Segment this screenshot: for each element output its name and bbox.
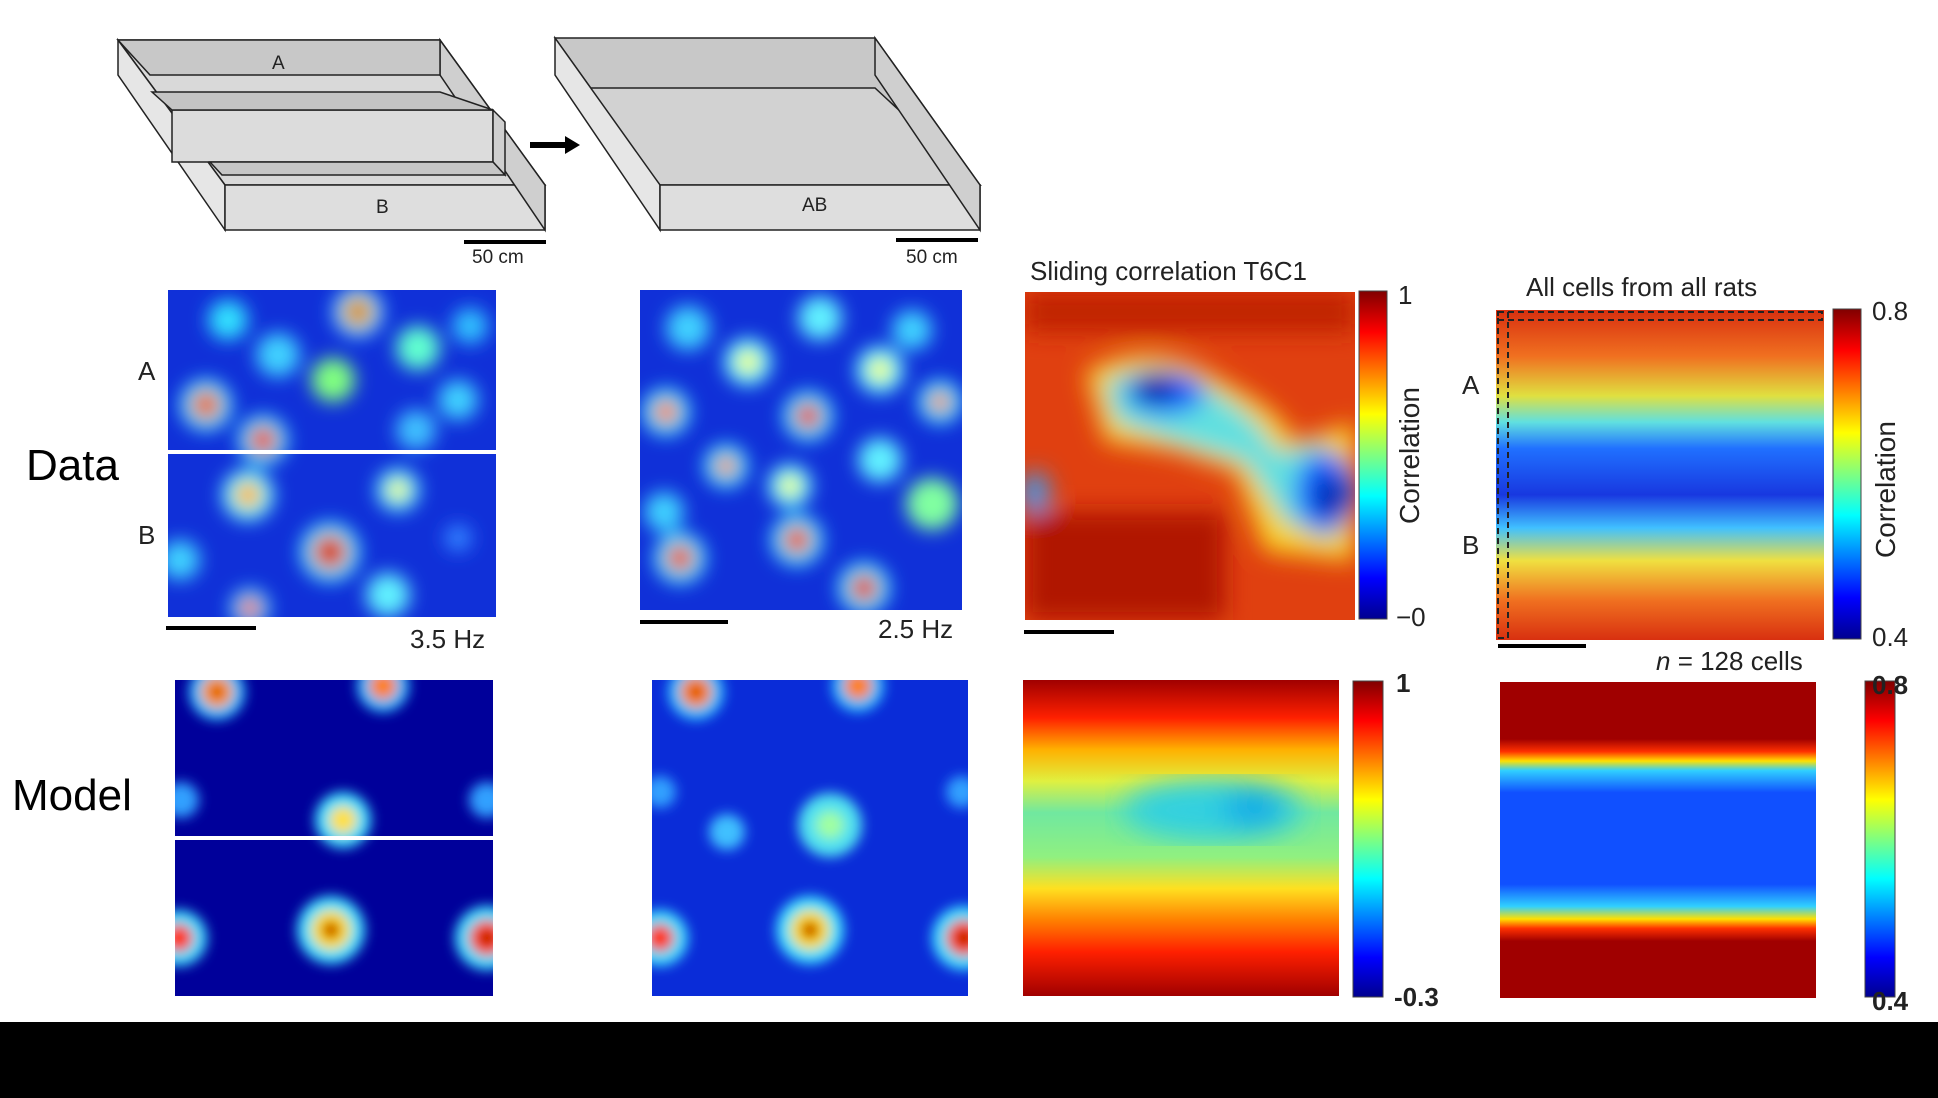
cbar-max: 0.8 [1872,670,1909,700]
colorbar [1832,308,1862,640]
colorbar [1358,290,1388,620]
scale-bar [640,620,728,624]
cbar-max: 1 [1398,280,1413,310]
cbar-max: 0.8 [1872,296,1909,326]
row-label-data: Data [26,441,119,490]
panel-title: All cells from all rats [1526,272,1758,302]
scale-bar [896,238,978,242]
colorbar [1352,680,1384,998]
scale-bar [1498,644,1586,648]
cbar-min: 0.4 [1872,986,1909,1016]
cbar-label: Correlation [1394,387,1425,524]
model-sliding-correlation-map [1023,680,1339,996]
cbar-min: −0 [1396,602,1426,632]
data-label-b: B [138,520,156,550]
box1-label-a: A [272,53,285,74]
rate-label: 3.5 Hz [410,624,486,654]
data-ratemap-split [168,290,496,617]
box1-scale-label: 50 cm [472,247,524,268]
box-ab [553,35,982,233]
model-ratemap-split [175,680,493,996]
divider-line [175,836,493,840]
model-ratemap-merged [652,680,968,996]
data-ratemap-merged [640,290,962,610]
colorbar [1864,680,1896,998]
scale-bar [1024,630,1114,634]
cbar-label: Correlation [1870,421,1901,558]
cbar-min: -0.3 [1394,982,1439,1012]
box2-scale-label: 50 cm [906,247,958,268]
box-a-b [116,37,547,233]
model-average-correlation-map [1500,682,1816,998]
divider-line [168,450,496,454]
box2-label: AB [802,195,828,216]
rate-label: 2.5 Hz [878,614,954,644]
cell-count-label: n = 128 cells [1656,646,1803,676]
arrow-icon [530,136,580,154]
data-sliding-correlation-map [1025,292,1355,620]
row-label-model: Model [12,771,132,820]
avg-label-a: A [1462,370,1480,400]
scale-bar [166,626,256,630]
cbar-max: 1 [1396,668,1411,698]
avg-label-b: B [1462,530,1480,560]
environment-schematic [116,35,982,233]
figure-panel: A B AB 50 cm 50 cm Data Model [0,0,1938,1022]
panel-title: Sliding correlation T6C1 [1030,256,1307,286]
data-average-correlation-map [1496,310,1824,640]
box1-label-b: B [376,197,389,218]
cbar-min: 0.4 [1872,622,1909,652]
scale-bar [464,240,546,244]
data-label-a: A [138,356,156,386]
